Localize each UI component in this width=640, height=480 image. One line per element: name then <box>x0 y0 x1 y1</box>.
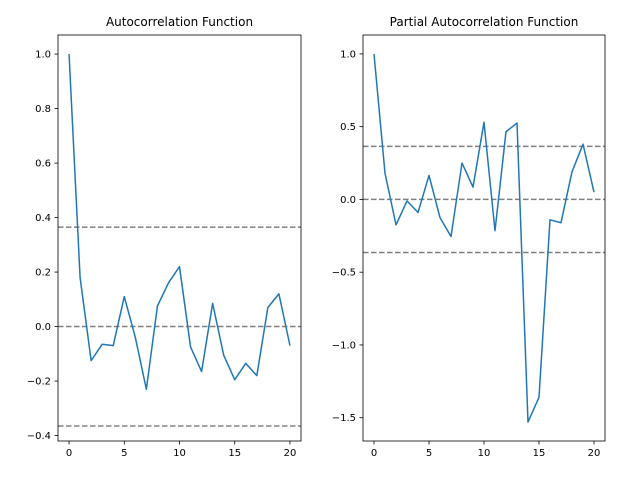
acf-x-tick-label: 5 <box>121 448 127 459</box>
pacf-series-line-0 <box>373 53 595 423</box>
acf-y-tick-label: 1.0 <box>35 50 51 61</box>
acf-x-tick-label: 0 <box>66 448 72 459</box>
acf-x-tick-label: 15 <box>228 448 241 459</box>
acf-y-tick-label: 0.8 <box>35 104 51 115</box>
pacf-y-tick-label: −1.5 <box>332 413 356 424</box>
pacf-y-tick-label: 1.0 <box>340 49 356 60</box>
pacf-panel: Partial Autocorrelation Function 0 5 10 15 20… <box>332 15 606 459</box>
acf-series-line-0 <box>68 54 291 390</box>
pacf-x-tick-label: 20 <box>588 448 601 459</box>
pacf-x-tick-label: 10 <box>478 448 491 459</box>
acf-chart-title: Autocorrelation Function <box>106 15 253 29</box>
pacf-y-tick-label: 0.0 <box>340 195 356 206</box>
pacf-y-tick-label: −1.0 <box>332 340 356 351</box>
acf-y-tick-label: −0.4 <box>27 431 51 442</box>
pacf-y-tick-label: 0.5 <box>340 122 356 133</box>
pacf-x-tick-label: 15 <box>533 448 546 459</box>
acf-x-tick-label: 20 <box>284 448 297 459</box>
acf-x-tick-label: 10 <box>173 448 186 459</box>
acf-y-tick-label: 0.0 <box>35 322 51 333</box>
acf-y-tick-label: 0.4 <box>35 213 51 224</box>
acf-y-tick-label: −0.2 <box>27 377 51 388</box>
pacf-y-tick-label: −0.5 <box>332 268 356 279</box>
pacf-x-tick-label: 5 <box>426 448 432 459</box>
pacf-x-tick-label: 0 <box>371 448 377 459</box>
pacf-chart-title: Partial Autocorrelation Function <box>390 15 579 29</box>
acf-y-tick-label: 0.2 <box>35 268 51 279</box>
acf-panel: Autocorrelation Function 0 5 10 15 20 −0.4 −0.2… <box>27 15 302 459</box>
acf-y-tick-label: 0.6 <box>35 159 51 170</box>
